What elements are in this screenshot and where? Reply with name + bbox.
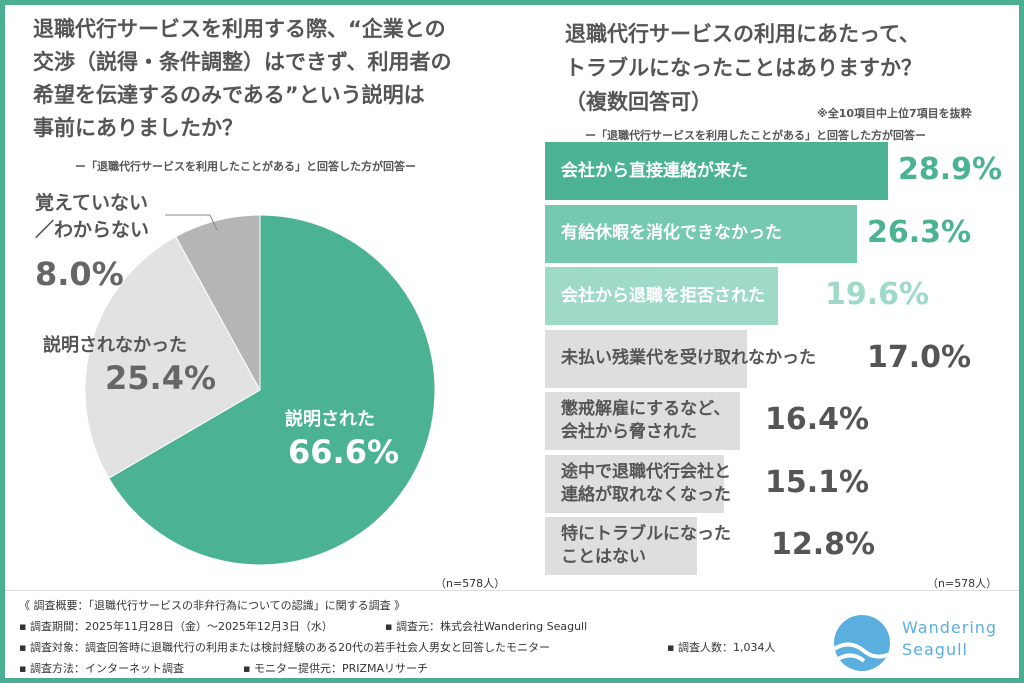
pie-value-not-explained: 25.4%: [105, 359, 217, 397]
q-line: 希望を伝達するのみである”という説明は: [33, 83, 425, 107]
bar-label-line: 会社から退職を拒否された: [561, 285, 765, 306]
infographic: 退職代行サービスを利用する際、“企業との 交渉（説得・条件調整）はできず、利用者…: [5, 5, 1019, 678]
bar-value: 28.9%: [898, 152, 1003, 187]
footer-org: ▪ 調査元：株式会社Wandering Seagull: [385, 620, 588, 633]
left-note: ー「退職代行サービスを利用したことがある」と回答した方が回答ー: [75, 160, 416, 173]
pie-chart: [84, 214, 436, 566]
footer-period: ▪ 調査期間：2025年11月28日（金）～2025年12月3日（水）: [19, 620, 333, 633]
divider: [5, 590, 1019, 591]
q-line: 退職代行サービスを利用する際、“企業との: [33, 17, 446, 41]
q-line: 退職代行サービスの利用にあたって、: [565, 22, 920, 46]
bar-label-line: 途中で退職代行会社と: [561, 461, 731, 482]
label-line: ／わからない: [35, 219, 150, 241]
bar-value: 12.8%: [771, 527, 876, 562]
footer-count: ▪ 調査人数：1,034人: [667, 641, 776, 654]
bar: [545, 517, 697, 575]
footer-method: ▪ 調査方法：インターネット調査: [19, 662, 184, 675]
footer-provider: ▪ モニター提供元：PRIZMAリサーチ: [243, 662, 429, 675]
bar-label-line: 会社から直接連絡が来た: [561, 160, 748, 181]
logo-text: Wandering Seagull: [902, 617, 997, 661]
bar-label-line: 未払い残業代を受け取れなかった: [561, 348, 816, 368]
bar-label-line: 連絡が取れなくなった: [561, 484, 731, 505]
bar-label-line: 特にトラブルになった: [561, 524, 731, 544]
bar: [545, 142, 889, 200]
left-n: （n=578人）: [435, 577, 506, 590]
bar-label: 会社から直接連絡が来た: [561, 160, 748, 183]
pie-value-explained: 66.6%: [288, 433, 400, 471]
label-line: 覚えていない: [35, 192, 149, 214]
logo-line: Wandering: [902, 618, 998, 637]
pie-label-explained: 説明された: [285, 409, 375, 430]
pie-slice: [108, 214, 436, 566]
right-n: （n=578人）: [927, 577, 998, 590]
right-note: ー「退職代行サービスを利用したことがある」と回答した方が回答ー: [585, 129, 926, 142]
pie-label-not-explained: 説明されなかった: [43, 335, 187, 356]
pie-slice: [175, 214, 261, 391]
left-question: 退職代行サービスを利用する際、“企業との 交渉（説得・条件調整）はできず、利用者…: [33, 13, 452, 145]
bar: [545, 267, 778, 325]
footer-title: 《 調査概要：「退職代行サービスの非弁行為についての認識」に関する調査 》: [19, 599, 406, 612]
bar-value: 15.1%: [765, 464, 870, 500]
bar-label: 特にトラブルになった ことはない: [561, 523, 731, 569]
bar-value: 19.6%: [825, 277, 930, 312]
q-line: 事前にありましたか？: [33, 116, 243, 140]
logo-line: Seagull: [902, 640, 968, 659]
bar: [545, 454, 725, 513]
bar-label: 会社から退職を拒否された: [561, 285, 765, 308]
bar: [545, 392, 740, 450]
bar-label: 未払い残業代を受け取れなかった: [561, 347, 816, 370]
footer-target: ▪ 調査対象：調査回答時に退職代行の利用または検討経験のある20代の若手社会人男…: [19, 641, 550, 654]
pie-value-unknown: 8.0%: [35, 255, 124, 293]
q-line: 交渉（説得・条件調整）はできず、利用者の: [33, 50, 452, 74]
bar-label: 途中で退職代行会社と 連絡が取れなくなった: [561, 461, 731, 507]
seagull-logo-icon: [832, 615, 893, 671]
right-question: 退職代行サービスの利用にあたって、 トラブルになったことはありますか？ （複数回…: [565, 17, 922, 119]
bar-label-line: ことはない: [561, 547, 646, 567]
pie-slice: [84, 235, 261, 479]
bar-label-line: 会社から脅された: [561, 422, 697, 442]
leader-line: [165, 214, 218, 231]
q-line: トラブルになったことはありますか？: [565, 56, 922, 80]
extract-note: ※全10項目中上位7項目を抜粋: [817, 107, 972, 120]
bar-label-line: 懲戒解雇にするなど、: [561, 399, 731, 419]
bar-value: 26.3%: [867, 214, 972, 250]
bar-label-line: 有給休暇を消化できなかった: [561, 223, 782, 243]
bar: [545, 204, 858, 263]
bar-value: 16.4%: [765, 402, 870, 437]
bar-value: 17.0%: [867, 339, 972, 375]
bar-label: 懲戒解雇にするなど、 会社から脅された: [561, 398, 730, 444]
q-line: （複数回答可）: [565, 90, 712, 114]
pie-label-unknown: 覚えていない ／わからない: [35, 190, 149, 244]
bar: [545, 329, 747, 388]
bar-label: 有給休暇を消化できなかった: [561, 222, 782, 245]
